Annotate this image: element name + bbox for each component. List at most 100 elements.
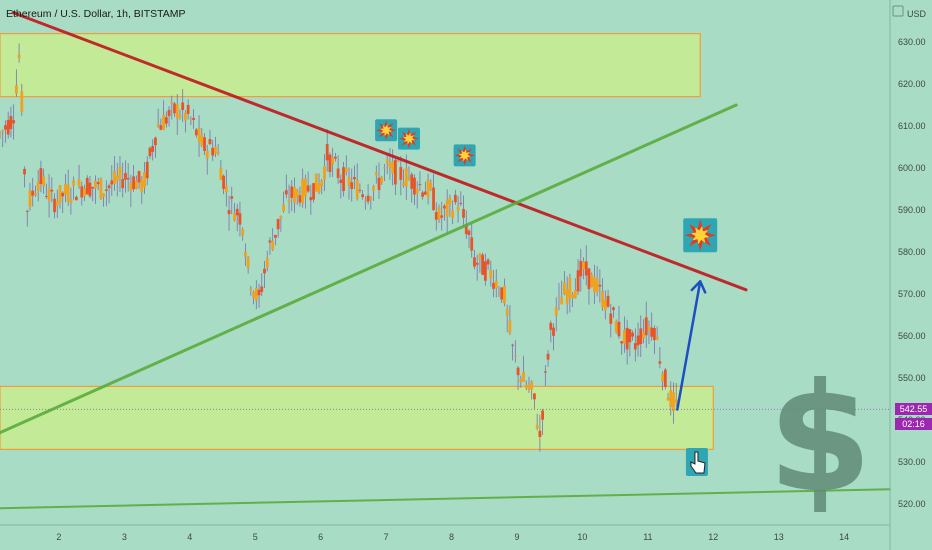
candle-body [83, 188, 86, 197]
candle-body [312, 183, 315, 200]
candle-body [628, 329, 632, 343]
projection-arrow [676, 280, 702, 411]
explosion-icon-core [403, 132, 415, 145]
x-tick-label: 3 [122, 532, 127, 542]
candle-body [230, 196, 234, 199]
candle-body [273, 234, 277, 238]
candle-body [361, 194, 365, 198]
x-tick-label: 4 [187, 532, 192, 542]
y-tick-label: 630.00 [898, 37, 926, 47]
candle-body [358, 189, 362, 191]
candle-body [72, 180, 76, 186]
explosion-icon-core [458, 149, 471, 162]
candle-body [603, 299, 607, 311]
candle-body [380, 176, 384, 183]
candle-body [410, 174, 414, 189]
candle-body [257, 289, 261, 296]
candle-body [268, 240, 272, 243]
candle-body [661, 373, 664, 382]
candle-body [20, 91, 24, 112]
candle-body [546, 353, 550, 360]
candle-body [279, 215, 283, 219]
candle-body [459, 202, 463, 204]
candle-body [175, 103, 179, 119]
candle-body [148, 147, 152, 157]
candle-body [418, 184, 422, 186]
candle-body [497, 292, 501, 294]
candle-body [366, 195, 370, 202]
candle-body [167, 109, 171, 116]
candle-body [404, 168, 408, 187]
candle-body [653, 328, 656, 340]
candle-body [663, 369, 667, 387]
candle-body [200, 135, 204, 146]
y-tick-label: 620.00 [898, 79, 926, 89]
target-explosion-icon [683, 218, 718, 253]
candle-body [276, 219, 280, 230]
candle-body [325, 144, 329, 161]
candle-body [317, 183, 321, 193]
candle-body [260, 286, 264, 292]
candle-body [631, 332, 634, 337]
candle-body [164, 117, 168, 124]
candle-body [320, 180, 324, 187]
candle-body [290, 186, 294, 198]
candle-body [448, 197, 452, 205]
candle-body [500, 287, 504, 300]
candle-body [34, 193, 37, 196]
candle-body [178, 115, 182, 117]
candle-body [306, 185, 310, 192]
y-tick-label: 570.00 [898, 289, 926, 299]
candle-body [494, 280, 498, 289]
candle-body [42, 176, 46, 187]
candle-body [445, 200, 449, 217]
candle-body [475, 262, 479, 265]
candle-body [88, 182, 92, 197]
candle-body [6, 119, 10, 135]
candle-body [372, 186, 375, 191]
candle-body [282, 204, 285, 212]
explosion-icon-core [691, 226, 710, 245]
x-tick-label: 14 [839, 532, 849, 542]
candle-body [355, 180, 359, 199]
candle-body [620, 341, 624, 344]
candle-body [156, 123, 160, 127]
chart-title: Ethereum / U.S. Dollar, 1h, BITSTAMP [6, 8, 186, 20]
candle-body [538, 430, 542, 438]
candle-body [113, 170, 116, 184]
settings-icon [892, 5, 904, 17]
candle-body [391, 161, 395, 174]
candle-body [582, 261, 585, 270]
candle-body [91, 186, 95, 189]
candle-body [1, 130, 5, 133]
candle-body [271, 241, 275, 250]
candle-body [211, 147, 215, 156]
candle-body [36, 181, 40, 191]
candle-body [587, 268, 591, 290]
candle-body [124, 173, 127, 180]
candle-body [524, 384, 528, 388]
x-tick-label: 5 [253, 532, 258, 542]
candle-body [369, 197, 373, 200]
candle-body [303, 178, 307, 197]
y-tick-label: 600.00 [898, 163, 926, 173]
candle-body [301, 179, 305, 204]
candle-body [650, 327, 654, 337]
candle-body [227, 209, 231, 215]
candle-body [336, 168, 340, 179]
candle-body [513, 355, 517, 357]
candle-body [434, 212, 438, 220]
candle-body [505, 309, 509, 316]
candle-body [565, 289, 569, 304]
candle-body [126, 177, 130, 180]
candle-body [426, 179, 430, 198]
candle-body [151, 145, 155, 152]
candle-body [672, 392, 675, 411]
candle-body [323, 166, 326, 180]
candle-body [44, 195, 48, 197]
candle-body [263, 268, 266, 274]
candle-body [194, 129, 198, 136]
y-tick-label: 520.00 [898, 499, 926, 509]
candle-body [456, 206, 460, 211]
